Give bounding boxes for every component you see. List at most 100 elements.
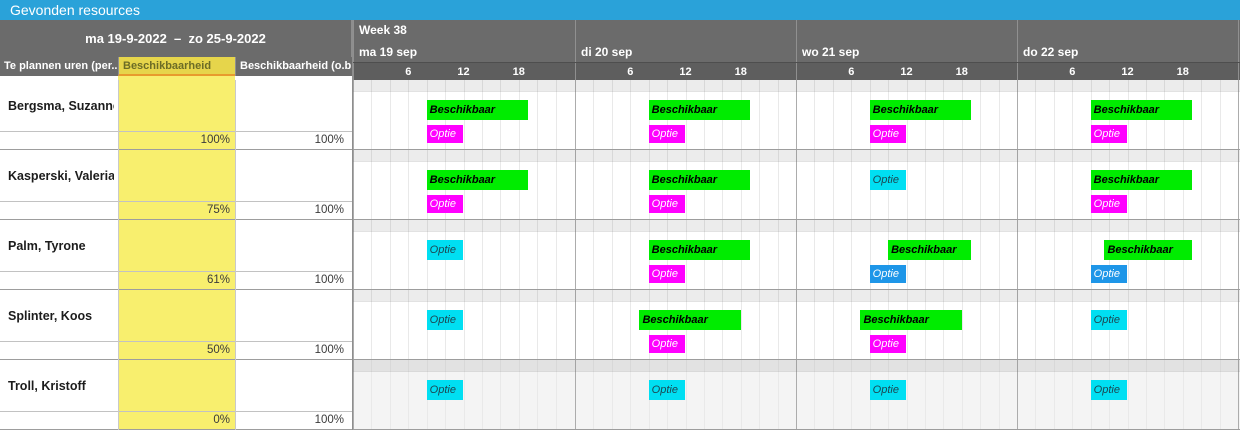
day-gridline xyxy=(575,80,576,430)
hour-gridline xyxy=(518,80,520,430)
hour-gridline xyxy=(593,80,595,430)
resource-name[interactable]: Troll, Kristoff xyxy=(8,378,86,393)
beschikbaarheid-obv-value: 100% xyxy=(314,414,344,426)
beschikbaarheid-value: 61% xyxy=(206,274,230,286)
hour-gridline xyxy=(389,80,391,430)
bar-label: Optie xyxy=(1093,384,1120,396)
hour-gridline xyxy=(481,80,483,430)
day-gridline xyxy=(353,80,354,430)
hour-gridline xyxy=(1090,80,1092,430)
hour-tick-label: 6 xyxy=(848,66,855,78)
availability-bar[interactable]: Beschikbaar xyxy=(1104,240,1192,260)
bar-label: Optie xyxy=(872,268,899,280)
resource-name[interactable]: Kasperski, Valeria xyxy=(8,168,114,183)
day-header-0[interactable]: Week 38 ma 19 sep xyxy=(353,20,574,62)
column-header-beschikbaarheid[interactable]: Beschikbaarheid xyxy=(118,57,235,76)
row-divider xyxy=(352,359,1240,360)
hour-gridline xyxy=(1219,80,1221,430)
week-label: Week 38 xyxy=(359,23,407,37)
column-header-te-plannen-uren[interactable]: Te plannen uren (per... xyxy=(0,57,118,76)
availability-bar[interactable]: Beschikbaar xyxy=(888,240,971,260)
availability-bar[interactable]: Beschikbaar xyxy=(869,100,971,120)
hour-tick-label: 6 xyxy=(1069,66,1076,78)
option-bar[interactable]: Optie xyxy=(648,335,686,353)
option-bar[interactable]: Optie xyxy=(869,125,907,143)
hour-tick-label: 18 xyxy=(512,66,525,78)
availability-bar[interactable]: Beschikbaar xyxy=(639,310,741,330)
hour-gridline xyxy=(537,80,539,430)
option-bar[interactable]: Optie xyxy=(869,170,907,190)
option-bar[interactable]: Optie xyxy=(648,380,686,400)
beschikbaarheid-value: 50% xyxy=(206,344,230,356)
availability-bar[interactable]: Beschikbaar xyxy=(648,170,750,190)
bar-label: Optie xyxy=(872,384,899,396)
option-bar[interactable]: Optie xyxy=(869,265,907,283)
row-top-strip xyxy=(352,150,1240,162)
option-bar[interactable]: Optie xyxy=(869,380,907,400)
bar-label: Optie xyxy=(429,198,456,210)
subrow-divider xyxy=(0,411,352,412)
resource-name[interactable]: Palm, Tyrone xyxy=(8,238,86,253)
availability-bar[interactable]: Beschikbaar xyxy=(426,170,528,190)
hour-gridline xyxy=(1053,80,1055,430)
column-divider xyxy=(118,80,119,430)
option-bar[interactable]: Optie xyxy=(1090,310,1128,330)
hour-gridline xyxy=(500,80,502,430)
day-header-3[interactable]: do 22 sep xyxy=(1017,20,1238,62)
beschikbaarheid-value: 100% xyxy=(200,134,230,146)
resource-name[interactable]: Bergsma, Suzanne xyxy=(8,98,114,113)
availability-bar[interactable]: Beschikbaar xyxy=(860,310,962,330)
option-bar[interactable]: Optie xyxy=(869,335,907,353)
availability-bar[interactable]: Beschikbaar xyxy=(648,240,750,260)
header-body-gap xyxy=(0,76,352,80)
beschikbaarheid-value: 75% xyxy=(206,204,230,216)
bar-label: Optie xyxy=(429,128,456,140)
option-bar[interactable]: Optie xyxy=(426,195,464,213)
option-bar[interactable]: Optie xyxy=(1090,195,1128,213)
column-header-row: Te plannen uren (per... Beschikbaarheid Be… xyxy=(0,57,352,76)
hour-row-day-divider xyxy=(353,63,354,80)
option-bar[interactable]: Optie xyxy=(648,265,686,283)
option-bar[interactable]: Optie xyxy=(1090,265,1128,283)
availability-bar[interactable]: Beschikbaar xyxy=(1090,100,1192,120)
hour-row-day-divider xyxy=(1238,63,1239,80)
hour-gridline xyxy=(759,80,761,430)
hour-row-day-divider xyxy=(575,63,576,80)
day-header-2[interactable]: wo 21 sep xyxy=(796,20,1017,62)
bar-label: Optie xyxy=(1093,198,1120,210)
bar-label: Optie xyxy=(429,314,456,326)
option-bar[interactable]: Optie xyxy=(1090,125,1128,143)
row-divider xyxy=(0,359,352,360)
availability-bar[interactable]: Beschikbaar xyxy=(426,100,528,120)
bar-label: Beschikbaar xyxy=(651,244,718,256)
bar-label: Beschikbaar xyxy=(872,104,939,116)
option-bar[interactable]: Optie xyxy=(426,310,464,330)
hour-row-day-divider xyxy=(1017,63,1018,80)
resource-name[interactable]: Splinter, Koos xyxy=(8,308,93,323)
day-label: do 22 sep xyxy=(1023,45,1079,59)
hour-row-day-divider xyxy=(796,63,797,80)
subrow-divider xyxy=(0,271,352,272)
hour-gridline xyxy=(869,80,871,430)
day-gridline xyxy=(1017,80,1018,430)
option-bar[interactable]: Optie xyxy=(648,195,686,213)
option-bar[interactable]: Optie xyxy=(426,380,464,400)
hour-tick-label: 18 xyxy=(1176,66,1189,78)
option-bar[interactable]: Optie xyxy=(1090,380,1128,400)
option-bar[interactable]: Optie xyxy=(648,125,686,143)
bar-label: Beschikbaar xyxy=(642,314,708,326)
day-header-1[interactable]: di 20 sep xyxy=(575,20,796,62)
hour-gridline xyxy=(408,80,410,430)
hour-scale-row: 6 12 18 6 12 18 6 12 18 6 12 18 xyxy=(352,62,1240,80)
row-divider xyxy=(352,219,1240,220)
bar-label: Beschikbaar xyxy=(1093,174,1160,186)
availability-bar[interactable]: Beschikbaar xyxy=(1090,170,1192,190)
option-bar[interactable]: Optie xyxy=(426,125,464,143)
column-header-beschikbaarheid-obv[interactable]: Beschikbaarheid (o.b... xyxy=(235,57,352,76)
bar-label: Beschikbaar xyxy=(863,314,929,326)
row-top-strip xyxy=(352,360,1240,372)
availability-bar[interactable]: Beschikbaar xyxy=(648,100,750,120)
option-bar[interactable]: Optie xyxy=(426,240,464,260)
hour-gridline xyxy=(1201,80,1203,430)
